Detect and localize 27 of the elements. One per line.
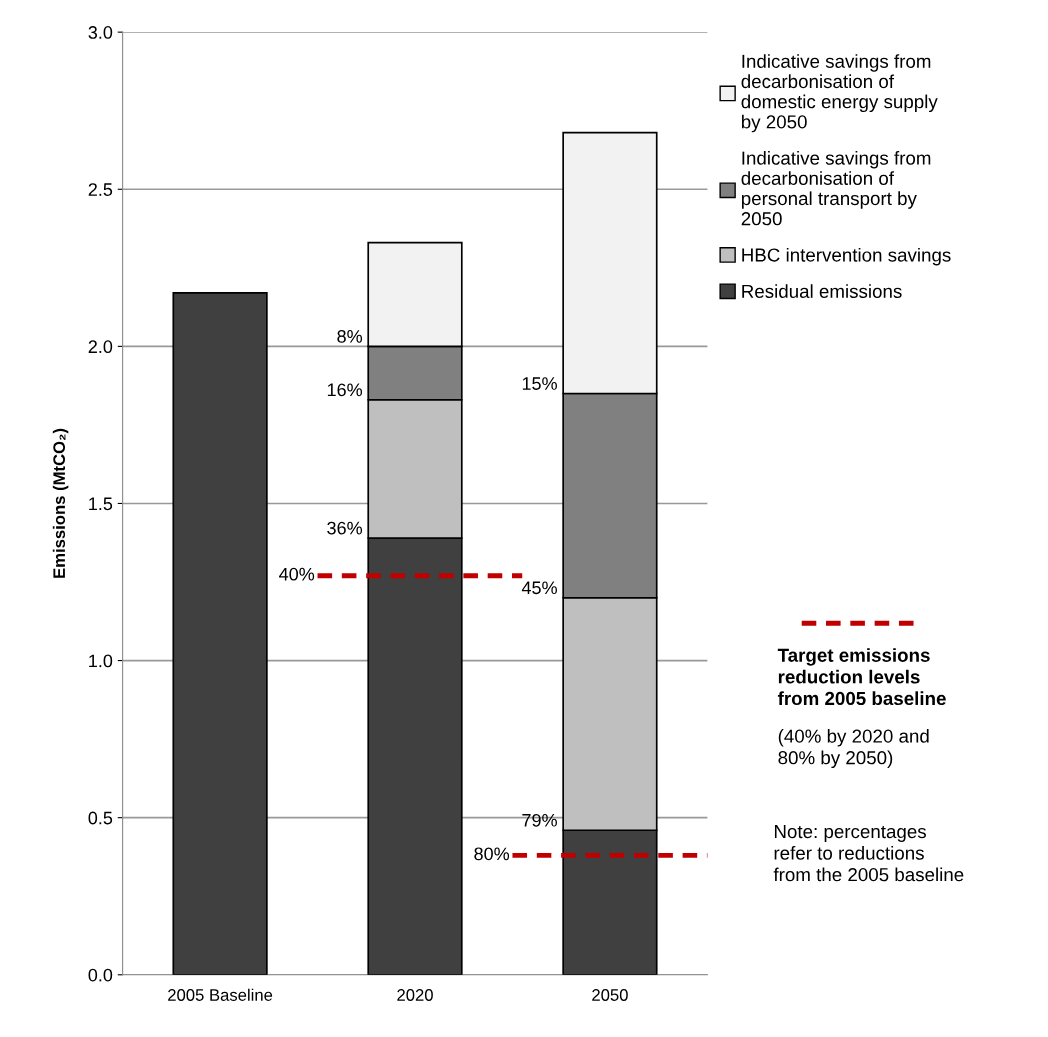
annotation: 36% [327, 521, 363, 535]
y-tick-label: 1.5 [89, 497, 113, 511]
y-tick-label: 0.0 [88, 968, 113, 982]
text: Note: percentages refer to reductions from the 2005 baseline [773, 825, 964, 882]
text: (40% by 2020 and 80% by 2050) [778, 729, 929, 769]
y-tick-label: 2.0 [88, 340, 113, 354]
annotation: 45% [521, 581, 557, 595]
x-tick-label: 2020 [397, 989, 433, 1001]
text: Target emissions reduction levels from 2005 baseline [777, 648, 946, 706]
annotation: 8% [337, 330, 363, 343]
annotation: 16% [327, 383, 363, 397]
annotation: 40% [279, 567, 315, 581]
y-tick-label: 1.0 [89, 654, 113, 668]
y-tick-label: 3.0 [88, 26, 113, 39]
y-tick-label: 0.5 [88, 811, 113, 825]
y-tick-label: 2.5 [88, 183, 113, 196]
bar [172, 292, 268, 975]
y-axis-title: Emissions (MtCO₂) [52, 428, 69, 578]
annotation: 80% [474, 847, 510, 861]
x-tick-label: 2005 Baseline [168, 988, 273, 1001]
legend-label: Indicative savings from decarbonisation of domestic energy supply by 2050 [741, 54, 938, 133]
x-tick-label: 2050 [592, 989, 628, 1001]
annotation: 15% [522, 377, 557, 390]
annotation: 79% [522, 813, 557, 827]
legend-label: HBC intervention savings [742, 247, 951, 266]
legend-label: Residual emissions [742, 284, 902, 298]
legend-label: Indicative savings from decarbonisation of personal transport by 2050 [741, 150, 931, 226]
